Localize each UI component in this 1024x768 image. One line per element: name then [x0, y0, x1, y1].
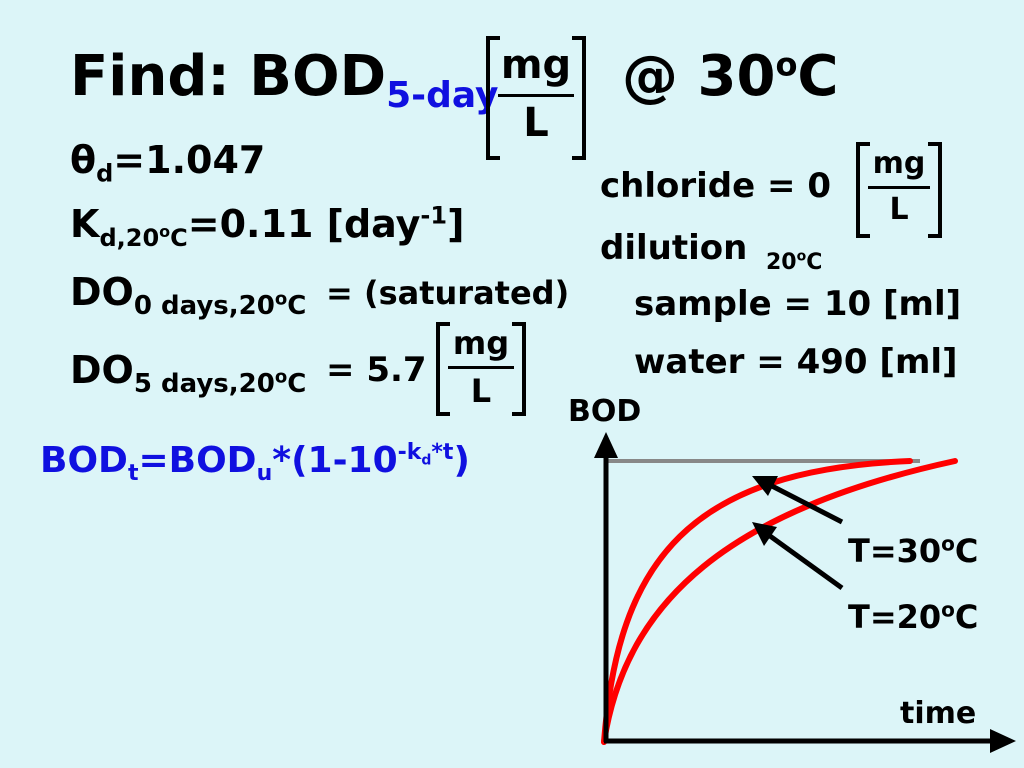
curve-20c-degree: o	[941, 597, 955, 622]
do5-right-bracket	[512, 322, 526, 416]
do5-unit-denominator: L	[470, 372, 492, 410]
title-at-temp: @ 30	[622, 44, 776, 109]
dilution-label: dilution	[600, 228, 747, 268]
kd-close: ]	[447, 202, 465, 246]
kd-degree: o	[159, 221, 171, 241]
degree-mark: o	[775, 45, 798, 84]
chloride-fraction-bar	[868, 186, 930, 189]
fraction-bar	[498, 94, 574, 97]
dilution-temp: 20oC	[766, 250, 822, 275]
do5-fraction-bar	[448, 366, 514, 369]
curve-20c-text: T=20	[848, 598, 942, 636]
left-bracket	[486, 36, 500, 160]
dilution-degree: o	[796, 248, 807, 265]
x-axis-arrow-icon	[990, 729, 1016, 753]
pointer-arrow-20c	[768, 533, 844, 591]
curve-label-30c: T=30oC	[848, 532, 978, 570]
curve-30c-degree: o	[941, 531, 955, 556]
formula-exp: -k	[397, 440, 422, 465]
formula-rhs: BOD	[168, 440, 257, 481]
graph-y-label: BOD	[568, 394, 642, 429]
chloride-unit-fraction: mg L	[856, 142, 942, 238]
curve-20c-celsius: C	[954, 598, 979, 636]
formula-close: )	[453, 440, 470, 481]
formula-lhs: BOD	[40, 440, 128, 481]
title-unit-fraction: mg L	[486, 36, 586, 160]
chloride-label: chloride = 0	[600, 166, 832, 206]
title-temperature: @ 30oC	[622, 44, 839, 109]
do5-value: = 5.7	[326, 350, 427, 390]
pointer-arrow-20c-head-icon	[752, 522, 777, 546]
chloride-right-bracket	[928, 142, 942, 238]
y-axis-arrow-icon	[594, 432, 618, 458]
formula-exp-sub: d	[421, 452, 432, 469]
formula-rhs-sub: u	[256, 461, 273, 487]
do5-degree: o	[274, 365, 288, 387]
curve-30c-celsius: C	[954, 532, 979, 570]
curve-30c	[601, 458, 913, 745]
do0-value: = (saturated)	[326, 274, 570, 312]
formula-equals: =	[138, 440, 169, 481]
do0-line: DO0 days,20oC	[70, 270, 306, 319]
dilution-celsius: C	[806, 250, 823, 275]
do0-degree: o	[274, 287, 288, 309]
kd-line: Kd,20oC=0.11 [day-1]	[70, 201, 465, 250]
kd-symbol: K	[70, 202, 100, 246]
chloride-unit-denominator: L	[889, 192, 909, 227]
kd-value: =0.11 [day	[187, 202, 421, 246]
do5-celsius: C	[287, 368, 307, 399]
bod-formula: BODt=BODu*(1-10-kd*t)	[40, 440, 470, 485]
dilution-text: dilution	[600, 228, 748, 268]
do5-symbol: DO	[70, 348, 134, 392]
right-bracket	[572, 36, 586, 160]
formula-exp-tail: *t	[431, 440, 454, 465]
unit-numerator: mg	[500, 42, 572, 88]
curve-label-20c: T=20oC	[848, 598, 978, 636]
chloride-unit-numerator: mg	[872, 146, 926, 181]
do5-left-bracket	[436, 322, 450, 416]
do5-unit-fraction: mg L	[436, 322, 526, 416]
kd-celsius: C	[170, 223, 188, 252]
theta-subscript: d	[96, 159, 114, 188]
title-find: Find: BOD	[70, 44, 387, 109]
sample-line: sample = 10 [ml]	[634, 284, 962, 324]
celsius-mark: C	[797, 44, 839, 109]
do5-subscript: 5 days,20	[133, 368, 275, 399]
do5-unit-numerator: mg	[452, 324, 510, 362]
do5-line: DO5 days,20oC	[70, 348, 306, 397]
theta-symbol: θ	[70, 138, 97, 182]
formula-lhs-sub: t	[127, 461, 139, 487]
title-subscript: 5-day	[386, 75, 499, 117]
theta-value: =1.047	[113, 138, 266, 182]
do0-symbol: DO	[70, 270, 134, 314]
pointer-arrow-30c-head-icon	[752, 476, 778, 496]
unit-denominator: L	[523, 100, 549, 146]
page-title: Find: BOD5-day	[70, 44, 499, 114]
graph-x-label: time	[900, 696, 977, 731]
do0-celsius: C	[287, 290, 307, 321]
do0-subscript: 0 days,20	[133, 290, 275, 321]
formula-mid: *(1-10	[272, 440, 398, 481]
pointer-arrow-30c	[768, 482, 844, 525]
water-line: water = 490 [ml]	[634, 342, 958, 382]
chloride-left-bracket	[856, 142, 870, 238]
curve-20c	[601, 458, 958, 745]
curve-30c-text: T=30	[848, 532, 942, 570]
dilution-temp-value: 20	[766, 250, 797, 275]
kd-exponent: -1	[420, 201, 448, 230]
theta-line: θd=1.047	[70, 138, 266, 186]
kd-subscript: d,20	[99, 223, 160, 252]
